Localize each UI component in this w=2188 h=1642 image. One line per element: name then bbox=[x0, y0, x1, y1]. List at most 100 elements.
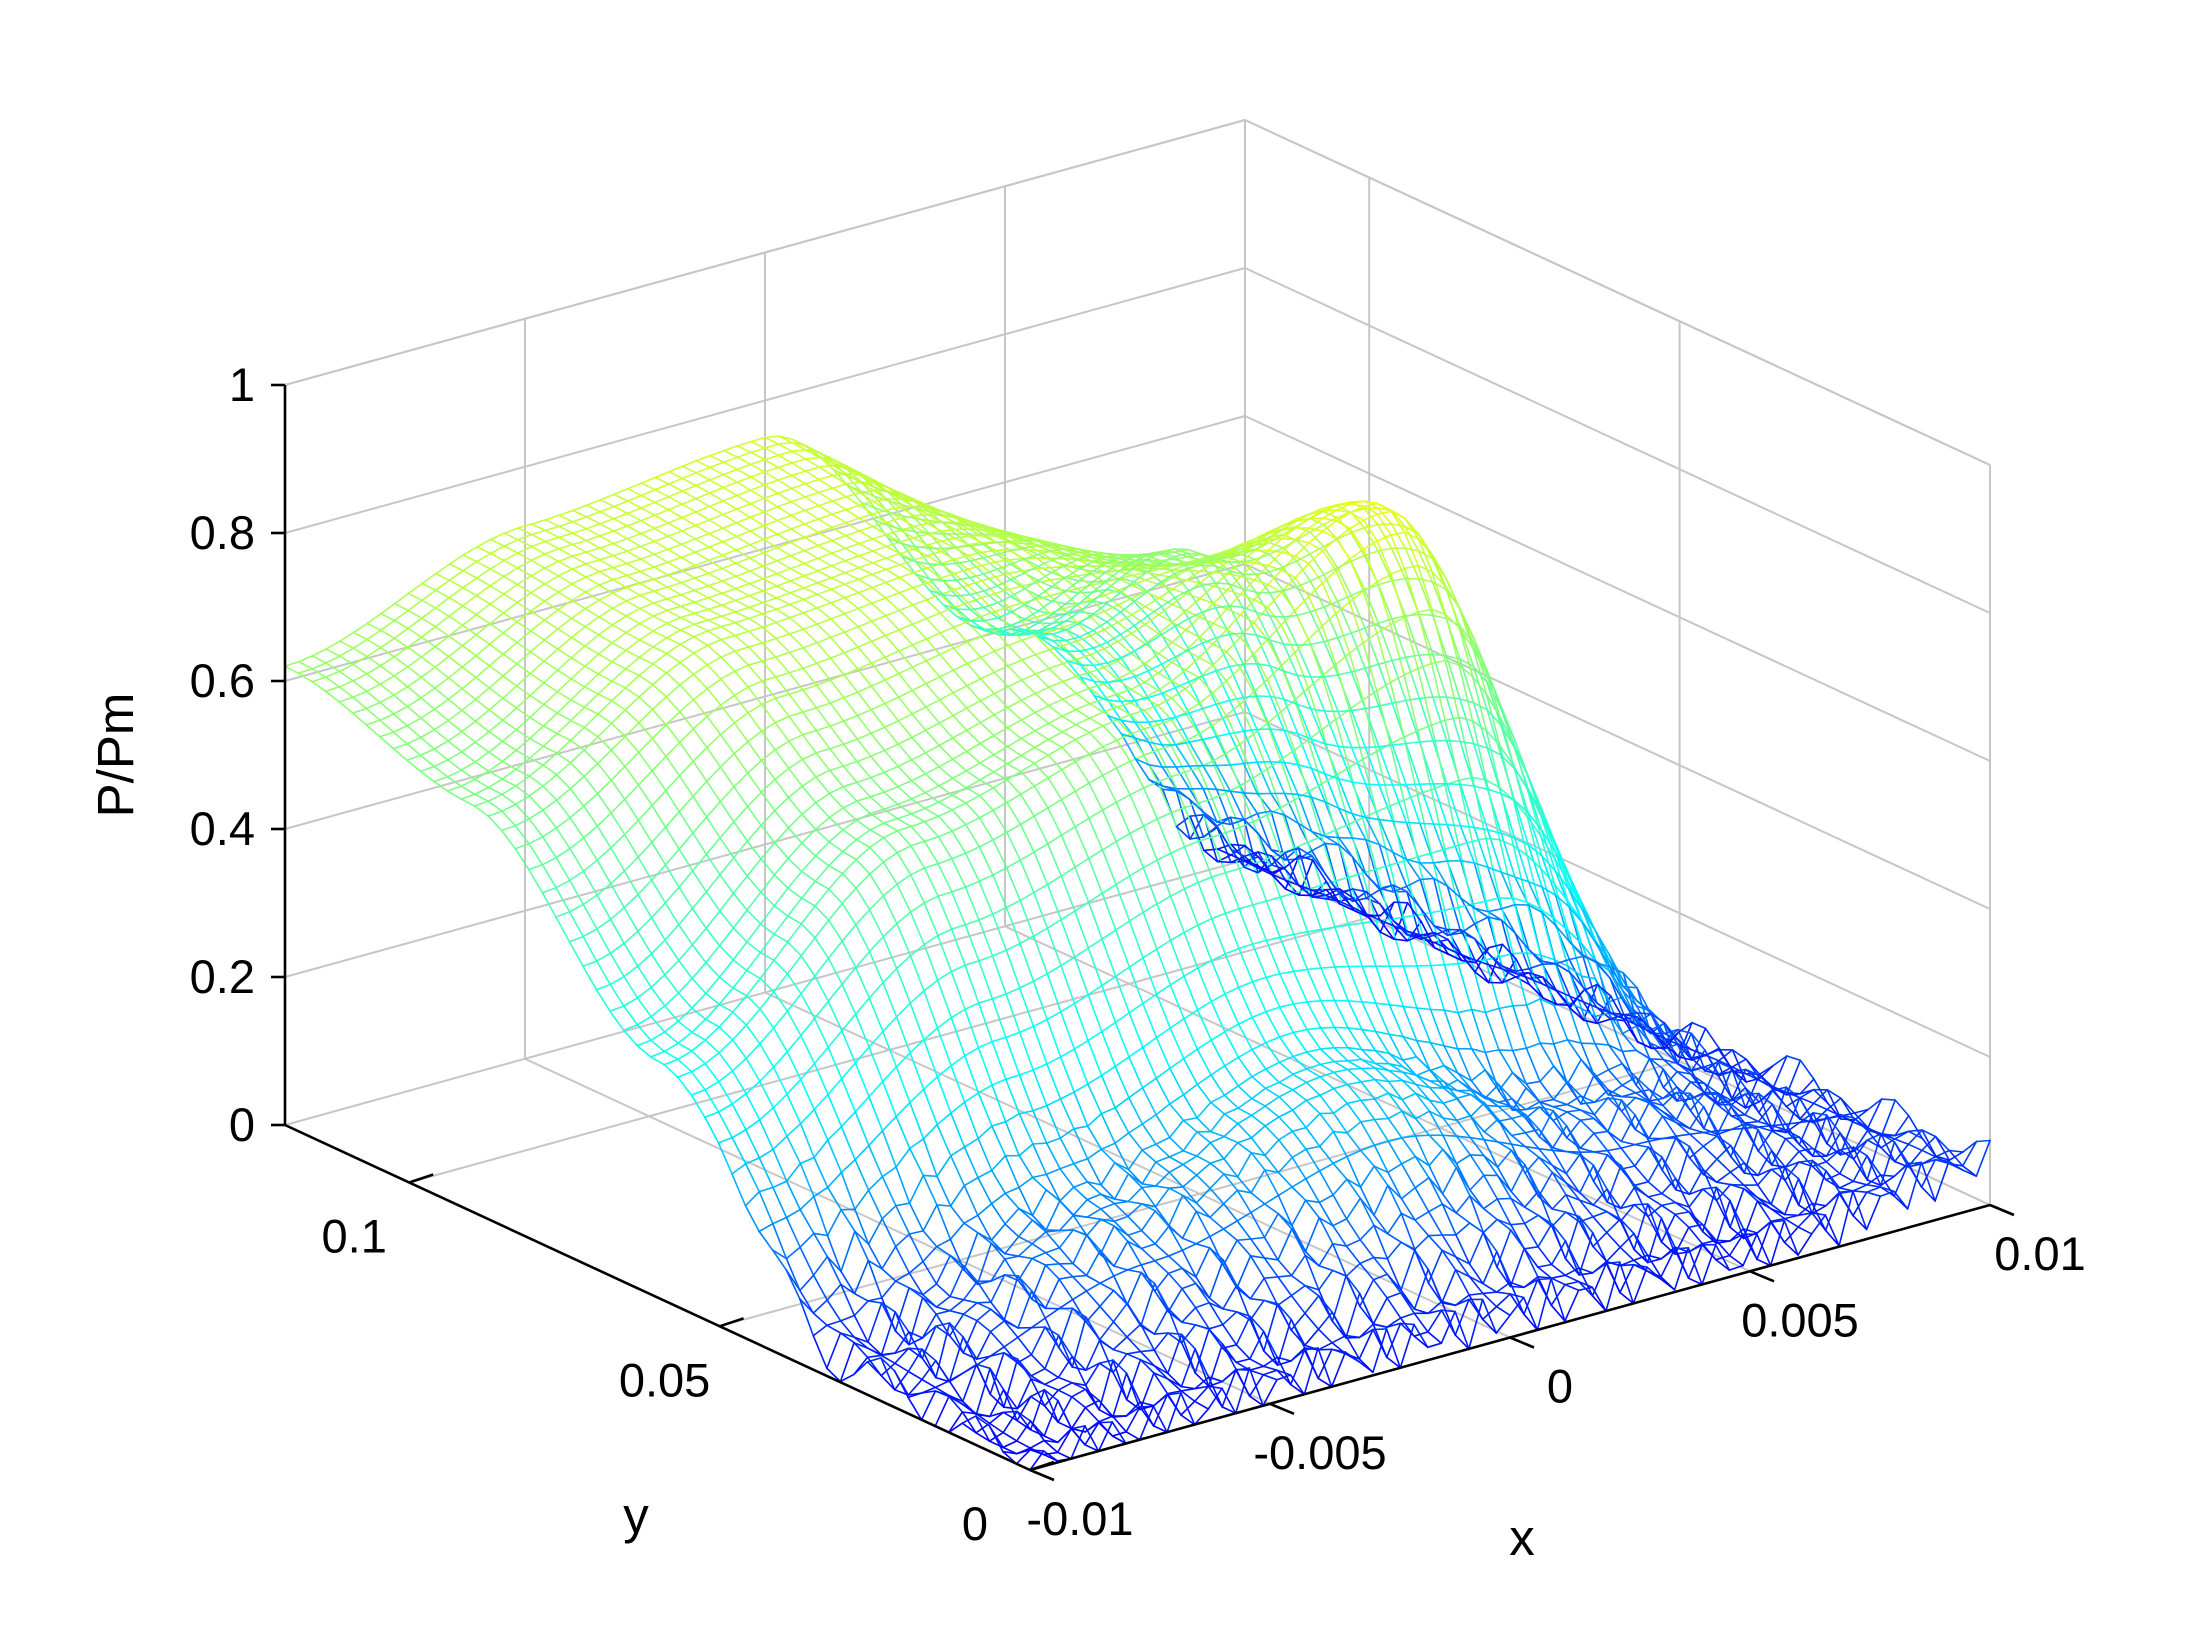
mesh-segment bbox=[1072, 1181, 1089, 1188]
mesh-segment bbox=[1633, 1254, 1649, 1262]
mesh-segment bbox=[434, 589, 451, 599]
grid-line bbox=[1244, 563, 1991, 910]
mesh-segment bbox=[1242, 730, 1258, 764]
mesh-segment bbox=[625, 594, 641, 602]
mesh-segment bbox=[733, 722, 749, 743]
mesh-segment bbox=[638, 683, 654, 698]
mesh-segment bbox=[988, 1422, 1005, 1434]
mesh-segment bbox=[598, 542, 615, 549]
mesh-segment bbox=[663, 1050, 679, 1061]
mesh-segment bbox=[1127, 1149, 1143, 1171]
mesh-segment bbox=[758, 1119, 774, 1151]
mesh-segment bbox=[940, 528, 956, 532]
mesh-segment bbox=[514, 785, 531, 797]
mesh-segment bbox=[517, 538, 533, 548]
mesh-segment bbox=[639, 602, 655, 610]
mesh-segment bbox=[679, 643, 695, 654]
mesh-segment bbox=[1264, 1169, 1280, 1174]
mesh-segment bbox=[882, 1016, 898, 1033]
mesh-segment bbox=[1130, 623, 1146, 635]
mesh-segment bbox=[1098, 1339, 1114, 1374]
mesh-segment bbox=[857, 602, 873, 610]
mesh-segment bbox=[731, 1024, 748, 1041]
mesh-segment bbox=[1113, 1275, 1129, 1306]
mesh-segment bbox=[1634, 1088, 1651, 1094]
mesh-segment bbox=[1852, 1139, 1869, 1160]
mesh-segment bbox=[622, 1005, 639, 1026]
mesh-segment bbox=[1417, 564, 1433, 573]
mesh-segment bbox=[1568, 958, 1584, 989]
mesh-segment bbox=[571, 539, 588, 546]
mesh-segment bbox=[758, 1186, 774, 1193]
mesh-segment bbox=[955, 595, 972, 611]
mesh-segment bbox=[893, 1370, 909, 1399]
mesh-segment bbox=[758, 1230, 774, 1251]
mesh-segment bbox=[1662, 1043, 1679, 1051]
mesh-segment bbox=[883, 808, 899, 820]
mesh-segment bbox=[638, 656, 654, 665]
mesh-segment bbox=[880, 1352, 896, 1356]
mesh-segment bbox=[1401, 1092, 1417, 1101]
mesh-segment bbox=[1551, 1193, 1567, 1210]
mesh-segment bbox=[723, 445, 739, 452]
mesh-segment bbox=[622, 1024, 639, 1031]
mesh-segment bbox=[828, 769, 845, 788]
mesh-segment bbox=[1071, 1355, 1087, 1371]
mesh-segment bbox=[1072, 1198, 1088, 1216]
mesh-segment bbox=[1131, 571, 1147, 577]
mesh-segment bbox=[1512, 897, 1528, 903]
mesh-segment bbox=[1565, 1119, 1582, 1139]
mesh-segment bbox=[1365, 897, 1381, 905]
mesh-segment bbox=[771, 1249, 788, 1260]
mesh-segment bbox=[866, 1347, 883, 1357]
mesh-segment bbox=[366, 612, 382, 625]
mesh-segment bbox=[365, 707, 381, 722]
mesh-segment bbox=[1441, 1249, 1457, 1258]
mesh-segment bbox=[718, 1052, 734, 1072]
mesh-segment bbox=[1251, 939, 1268, 945]
mesh-segment bbox=[1044, 1307, 1060, 1319]
mesh-segment bbox=[1167, 1333, 1183, 1375]
mesh-segment bbox=[1377, 507, 1393, 525]
mesh-segment bbox=[963, 1146, 979, 1179]
mesh-segment bbox=[665, 696, 681, 713]
mesh-segment bbox=[1418, 697, 1434, 742]
mesh-segment bbox=[924, 722, 941, 732]
mesh-segment bbox=[1662, 1086, 1678, 1100]
mesh-segment bbox=[1071, 1355, 1087, 1387]
mesh-segment bbox=[475, 584, 492, 597]
mesh-segment bbox=[1402, 1056, 1418, 1061]
mesh-segment bbox=[636, 1044, 652, 1058]
mesh-segment bbox=[745, 1129, 761, 1159]
mesh-segment bbox=[1252, 768, 1268, 779]
mesh-segment bbox=[1310, 708, 1326, 745]
mesh-segment bbox=[746, 875, 762, 894]
mesh-segment bbox=[557, 555, 574, 563]
mesh-segment bbox=[1092, 588, 1108, 593]
mesh-segment bbox=[1090, 581, 1106, 587]
mesh-segment bbox=[912, 533, 929, 539]
mesh-segment bbox=[1295, 539, 1311, 555]
mesh-segment bbox=[950, 1064, 966, 1104]
mesh-segment bbox=[488, 697, 504, 711]
mesh-segment bbox=[392, 724, 409, 733]
mesh-segment bbox=[1687, 1244, 1703, 1279]
mesh-segment bbox=[1416, 788, 1433, 796]
mesh-segment bbox=[978, 786, 995, 797]
mesh-segment bbox=[1060, 790, 1077, 801]
mesh-segment bbox=[950, 886, 967, 893]
mesh-segment bbox=[936, 1175, 952, 1207]
mesh-segment bbox=[652, 586, 669, 593]
mesh-segment bbox=[1015, 1449, 1031, 1465]
mesh-segment bbox=[1375, 864, 1391, 870]
mesh-segment bbox=[912, 598, 928, 606]
mesh-segment bbox=[1171, 592, 1188, 606]
mesh-segment bbox=[406, 705, 422, 719]
mesh-segment bbox=[1125, 1372, 1141, 1403]
mesh-segment bbox=[515, 749, 531, 760]
mesh-segment bbox=[528, 809, 544, 820]
mesh-segment bbox=[1715, 1199, 1731, 1245]
mesh-segment bbox=[785, 1269, 801, 1300]
mesh-segment bbox=[1183, 924, 1199, 934]
mesh-segment bbox=[719, 785, 735, 803]
